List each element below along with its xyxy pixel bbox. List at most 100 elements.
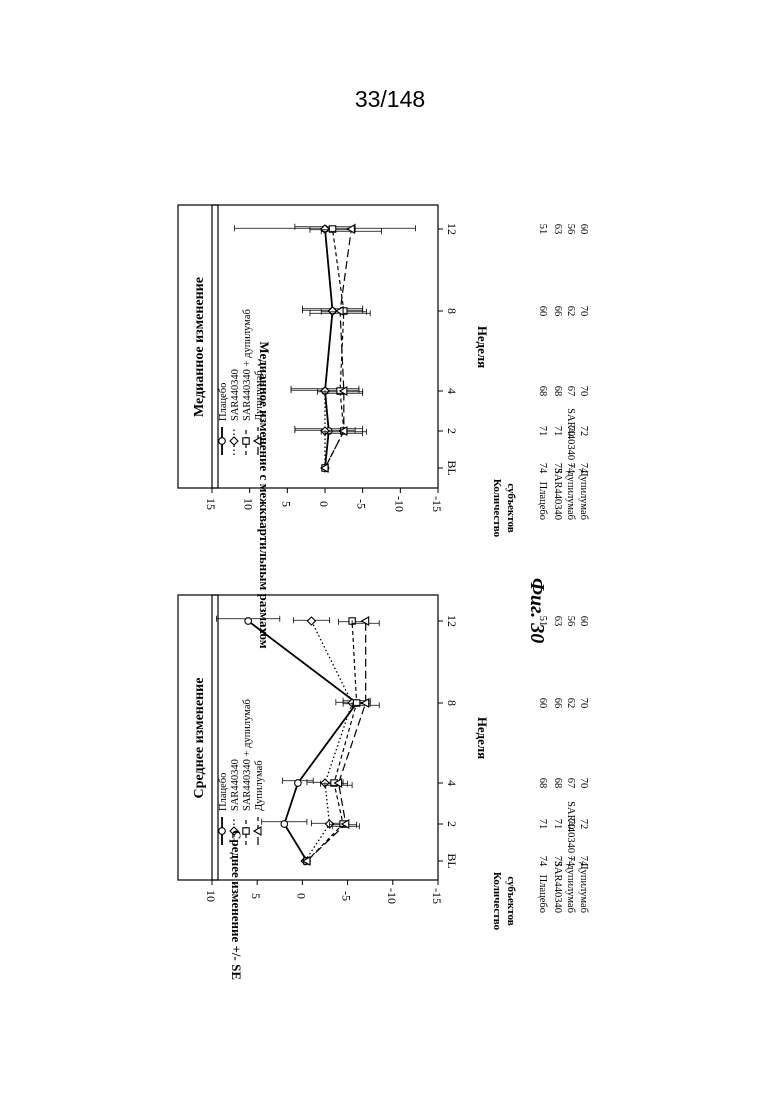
figure-caption: Фиг. 30 [525, 578, 548, 643]
median-count-3-1: 72 [578, 426, 589, 437]
mean-ytick-label-2: 0 [294, 893, 308, 899]
median-counts-header-0: Количество [491, 479, 503, 538]
median-count-0-0: 74 [537, 463, 548, 474]
chart-mean-title: Среднее изменение [192, 678, 207, 799]
median-count-1-4: 63 [552, 224, 563, 235]
median-xtick-label-4: 12 [445, 223, 459, 235]
median-count-0-1: 71 [537, 426, 548, 437]
median-point-1-4 [321, 225, 329, 233]
mean-count-0-1: 71 [537, 819, 548, 830]
mean-count-2-3: 62 [565, 698, 576, 709]
mean-count-2-0: 74 [565, 856, 576, 867]
median-ytick-label-2: 5 [279, 501, 293, 507]
median-count-0-2: 68 [537, 386, 548, 397]
median-count-2-4: 56 [565, 224, 576, 235]
chart-median-title: Медианное изменение [192, 277, 207, 417]
mean-count-1-2: 68 [552, 778, 563, 789]
chart-median-xlabel: Неделя [475, 326, 490, 368]
median-ytick-label-4: -5 [355, 499, 369, 509]
mean-count-1-0: 73 [552, 856, 563, 867]
median-xtick-label-3: 8 [445, 308, 459, 314]
mean-count-1-4: 63 [552, 616, 563, 627]
mean-counts-header-0: Количество [491, 872, 503, 931]
median-legend-label-1: SAR440340 [230, 369, 241, 421]
median-point-3-3 [336, 307, 343, 315]
median-ytick-label-0: 15 [204, 498, 218, 510]
mean-legend-label-0: Плацебо [218, 773, 229, 811]
median-legend-label-0: Плацебо [218, 383, 229, 421]
mean-count-0-0: 74 [537, 856, 548, 867]
median-ytick-label-5: -10 [392, 496, 406, 512]
median-count-2-0: 74 [565, 463, 576, 474]
mean-ytick-label-4: -10 [385, 888, 399, 904]
median-legend-marker-1 [230, 437, 238, 445]
mean-counts-row-label-0: Плацебо [537, 875, 548, 913]
median-count-2-1: 70 [565, 426, 576, 437]
median-counts-row-label-1: SAR440340 [552, 468, 563, 520]
mean-count-3-1: 72 [578, 819, 589, 830]
mean-count-3-3: 70 [578, 698, 589, 709]
mean-ytick-label-5: -15 [430, 888, 444, 904]
median-xtick-label-1: 2 [445, 428, 459, 434]
median-legend-marker-0 [219, 438, 226, 445]
mean-xtick-label-2: 4 [445, 780, 459, 786]
median-ytick-label-3: 0 [317, 501, 331, 507]
mean-legend-marker-0 [219, 828, 226, 835]
mean-count-1-1: 71 [552, 819, 563, 830]
mean-ytick-label-1: 5 [249, 893, 263, 899]
mean-legend-label-3: Дупилумаб [254, 760, 265, 811]
mean-counts-row-label-3: Дупилумаб [578, 862, 589, 913]
chart-mean-ylabel: Среднее изменение +/- SE [229, 830, 244, 980]
mean-counts-header-1: субъектов [505, 876, 517, 925]
median-counts-row-label-0: Плацебо [537, 482, 548, 520]
median-count-0-4: 51 [537, 224, 548, 235]
mean-ytick-label-0: 10 [204, 890, 218, 902]
median-count-3-0: 74 [578, 463, 589, 474]
chart-mean-series [217, 616, 380, 865]
mean-point-0-2 [295, 780, 302, 787]
mean-point-0-1 [281, 821, 288, 828]
mean-counts-row-label-1: SAR440340 [552, 861, 563, 913]
median-xtick-label-0: BL [445, 460, 459, 475]
mean-xtick-label-1: 2 [445, 821, 459, 827]
chart-mean-xlabel: Неделя [475, 717, 490, 759]
mean-point-1-4 [307, 617, 315, 625]
mean-count-1-3: 66 [552, 698, 563, 709]
median-count-1-1: 71 [552, 426, 563, 437]
mean-count-0-3: 60 [537, 698, 548, 709]
mean-ytick-label-3: -5 [340, 891, 354, 901]
median-count-2-3: 62 [565, 306, 576, 317]
mean-count-2-4: 56 [565, 616, 576, 627]
median-count-1-0: 73 [552, 463, 563, 474]
median-counts-header-1: субъектов [505, 483, 517, 532]
median-ytick-label-1: 10 [242, 498, 256, 510]
median-count-1-2: 68 [552, 386, 563, 397]
mean-count-2-2: 67 [565, 778, 576, 789]
mean-point-0-4 [245, 618, 252, 625]
median-legend-label-2: SAR440340 + дупилумаб [242, 309, 253, 421]
mean-count-3-0: 74 [578, 856, 589, 867]
chart-median-ylabel: Медианное изменение с межквартильным раз… [257, 341, 272, 648]
mean-legend-label-2: SAR440340 + дупилумаб [242, 699, 253, 811]
mean-count-3-2: 70 [578, 778, 589, 789]
median-count-3-2: 70 [578, 386, 589, 397]
mean-count-3-4: 60 [578, 616, 589, 627]
mean-xtick-label-3: 8 [445, 700, 459, 706]
chart-mean-subject-counts: КоличествосубъектовПлацебо7471686051SAR4… [491, 616, 589, 931]
mean-count-0-2: 68 [537, 778, 548, 789]
mean-legend-label-1: SAR440340 [230, 759, 241, 811]
mean-count-2-1: 70 [565, 819, 576, 830]
median-count-0-3: 60 [537, 306, 548, 317]
median-counts-row-label-3: Дупилумаб [578, 469, 589, 520]
median-xtick-label-2: 4 [445, 388, 459, 394]
median-count-2-2: 67 [565, 386, 576, 397]
median-count-3-3: 70 [578, 306, 589, 317]
median-count-1-3: 66 [552, 306, 563, 317]
mean-xtick-label-4: 12 [445, 615, 459, 627]
chart-median-subject-counts: Количествосубъектов Плацебо 74 71 68 60 51 SAR4… [491, 224, 589, 538]
median-ytick-label-6: -15 [430, 496, 444, 512]
median-count-3-4: 60 [578, 224, 589, 235]
chart-mean-legend: ПлацебоSAR440340SAR440340 + дупилумабДуп… [218, 699, 265, 845]
mean-xtick-label-0: BL [445, 853, 459, 868]
